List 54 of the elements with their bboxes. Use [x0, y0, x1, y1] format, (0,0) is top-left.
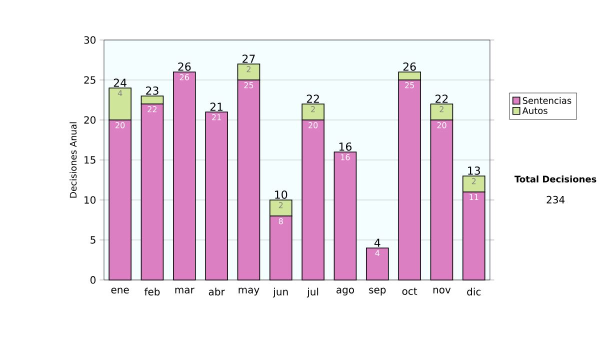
- total-label: 22: [436, 94, 448, 103]
- data-label: 21: [212, 114, 221, 120]
- x-tick-label: nov: [433, 288, 451, 294]
- y-tick-label: 0: [90, 276, 96, 284]
- data-label: 8: [278, 218, 283, 224]
- x-tick-label: dic: [467, 288, 481, 296]
- data-label: 20: [116, 122, 125, 128]
- y-tick-label: 10: [84, 196, 96, 204]
- y-tick-label: 30: [84, 36, 96, 44]
- x-tick-label: sep: [369, 288, 386, 296]
- x-tick-label: mar: [175, 288, 194, 294]
- legend-label: Autos: [522, 107, 548, 114]
- total-label: 26: [403, 62, 416, 71]
- data-label: 20: [308, 122, 318, 128]
- data-label: 26: [180, 74, 189, 80]
- data-label: 2: [311, 106, 315, 112]
- data-label: 4: [375, 250, 380, 256]
- total-label: 22: [306, 94, 319, 103]
- legend-label: Sentencias: [522, 97, 572, 104]
- total-label: 23: [146, 86, 158, 95]
- y-tick-label: 15: [84, 156, 96, 164]
- x-tick-label: jun: [272, 288, 288, 298]
- x-tick-label: ene: [111, 288, 129, 294]
- y-axis-title: Decisiones Anual: [70, 122, 77, 198]
- data-label: 11: [470, 194, 478, 200]
- data-label: 22: [148, 106, 157, 112]
- x-tick-label: jul: [306, 288, 318, 298]
- data-label: 2: [440, 106, 444, 112]
- total-label: 24: [114, 78, 126, 87]
- y-tick-label: 5: [90, 236, 96, 244]
- total-label: 16: [339, 142, 352, 151]
- text: 234: [546, 196, 565, 204]
- data-label: 25: [244, 82, 254, 88]
- data-label: 2: [278, 202, 283, 208]
- data-label: 2: [246, 66, 250, 72]
- y-tick-label: 20: [84, 116, 96, 124]
- data-label: 25: [405, 82, 414, 88]
- text: Total Decisiones: [514, 176, 596, 182]
- x-tick-label: ago: [336, 288, 354, 296]
- total-label: 13: [468, 166, 480, 175]
- y-tick-label: 25: [84, 76, 96, 84]
- data-label: 20: [437, 122, 446, 128]
- total-label: 21: [210, 102, 223, 111]
- x-tick-label: feb: [144, 288, 160, 296]
- total-label: 4: [374, 238, 380, 247]
- total-label: 27: [242, 54, 255, 63]
- x-tick-label: may: [238, 288, 260, 296]
- x-tick-label: abr: [208, 288, 225, 296]
- x-tick-label: oct: [402, 288, 418, 295]
- total-label: 10: [275, 190, 288, 199]
- data-label: 2: [472, 178, 476, 184]
- data-label: 16: [341, 154, 350, 160]
- total-label: 26: [178, 62, 191, 71]
- data-label: 4: [118, 90, 122, 96]
